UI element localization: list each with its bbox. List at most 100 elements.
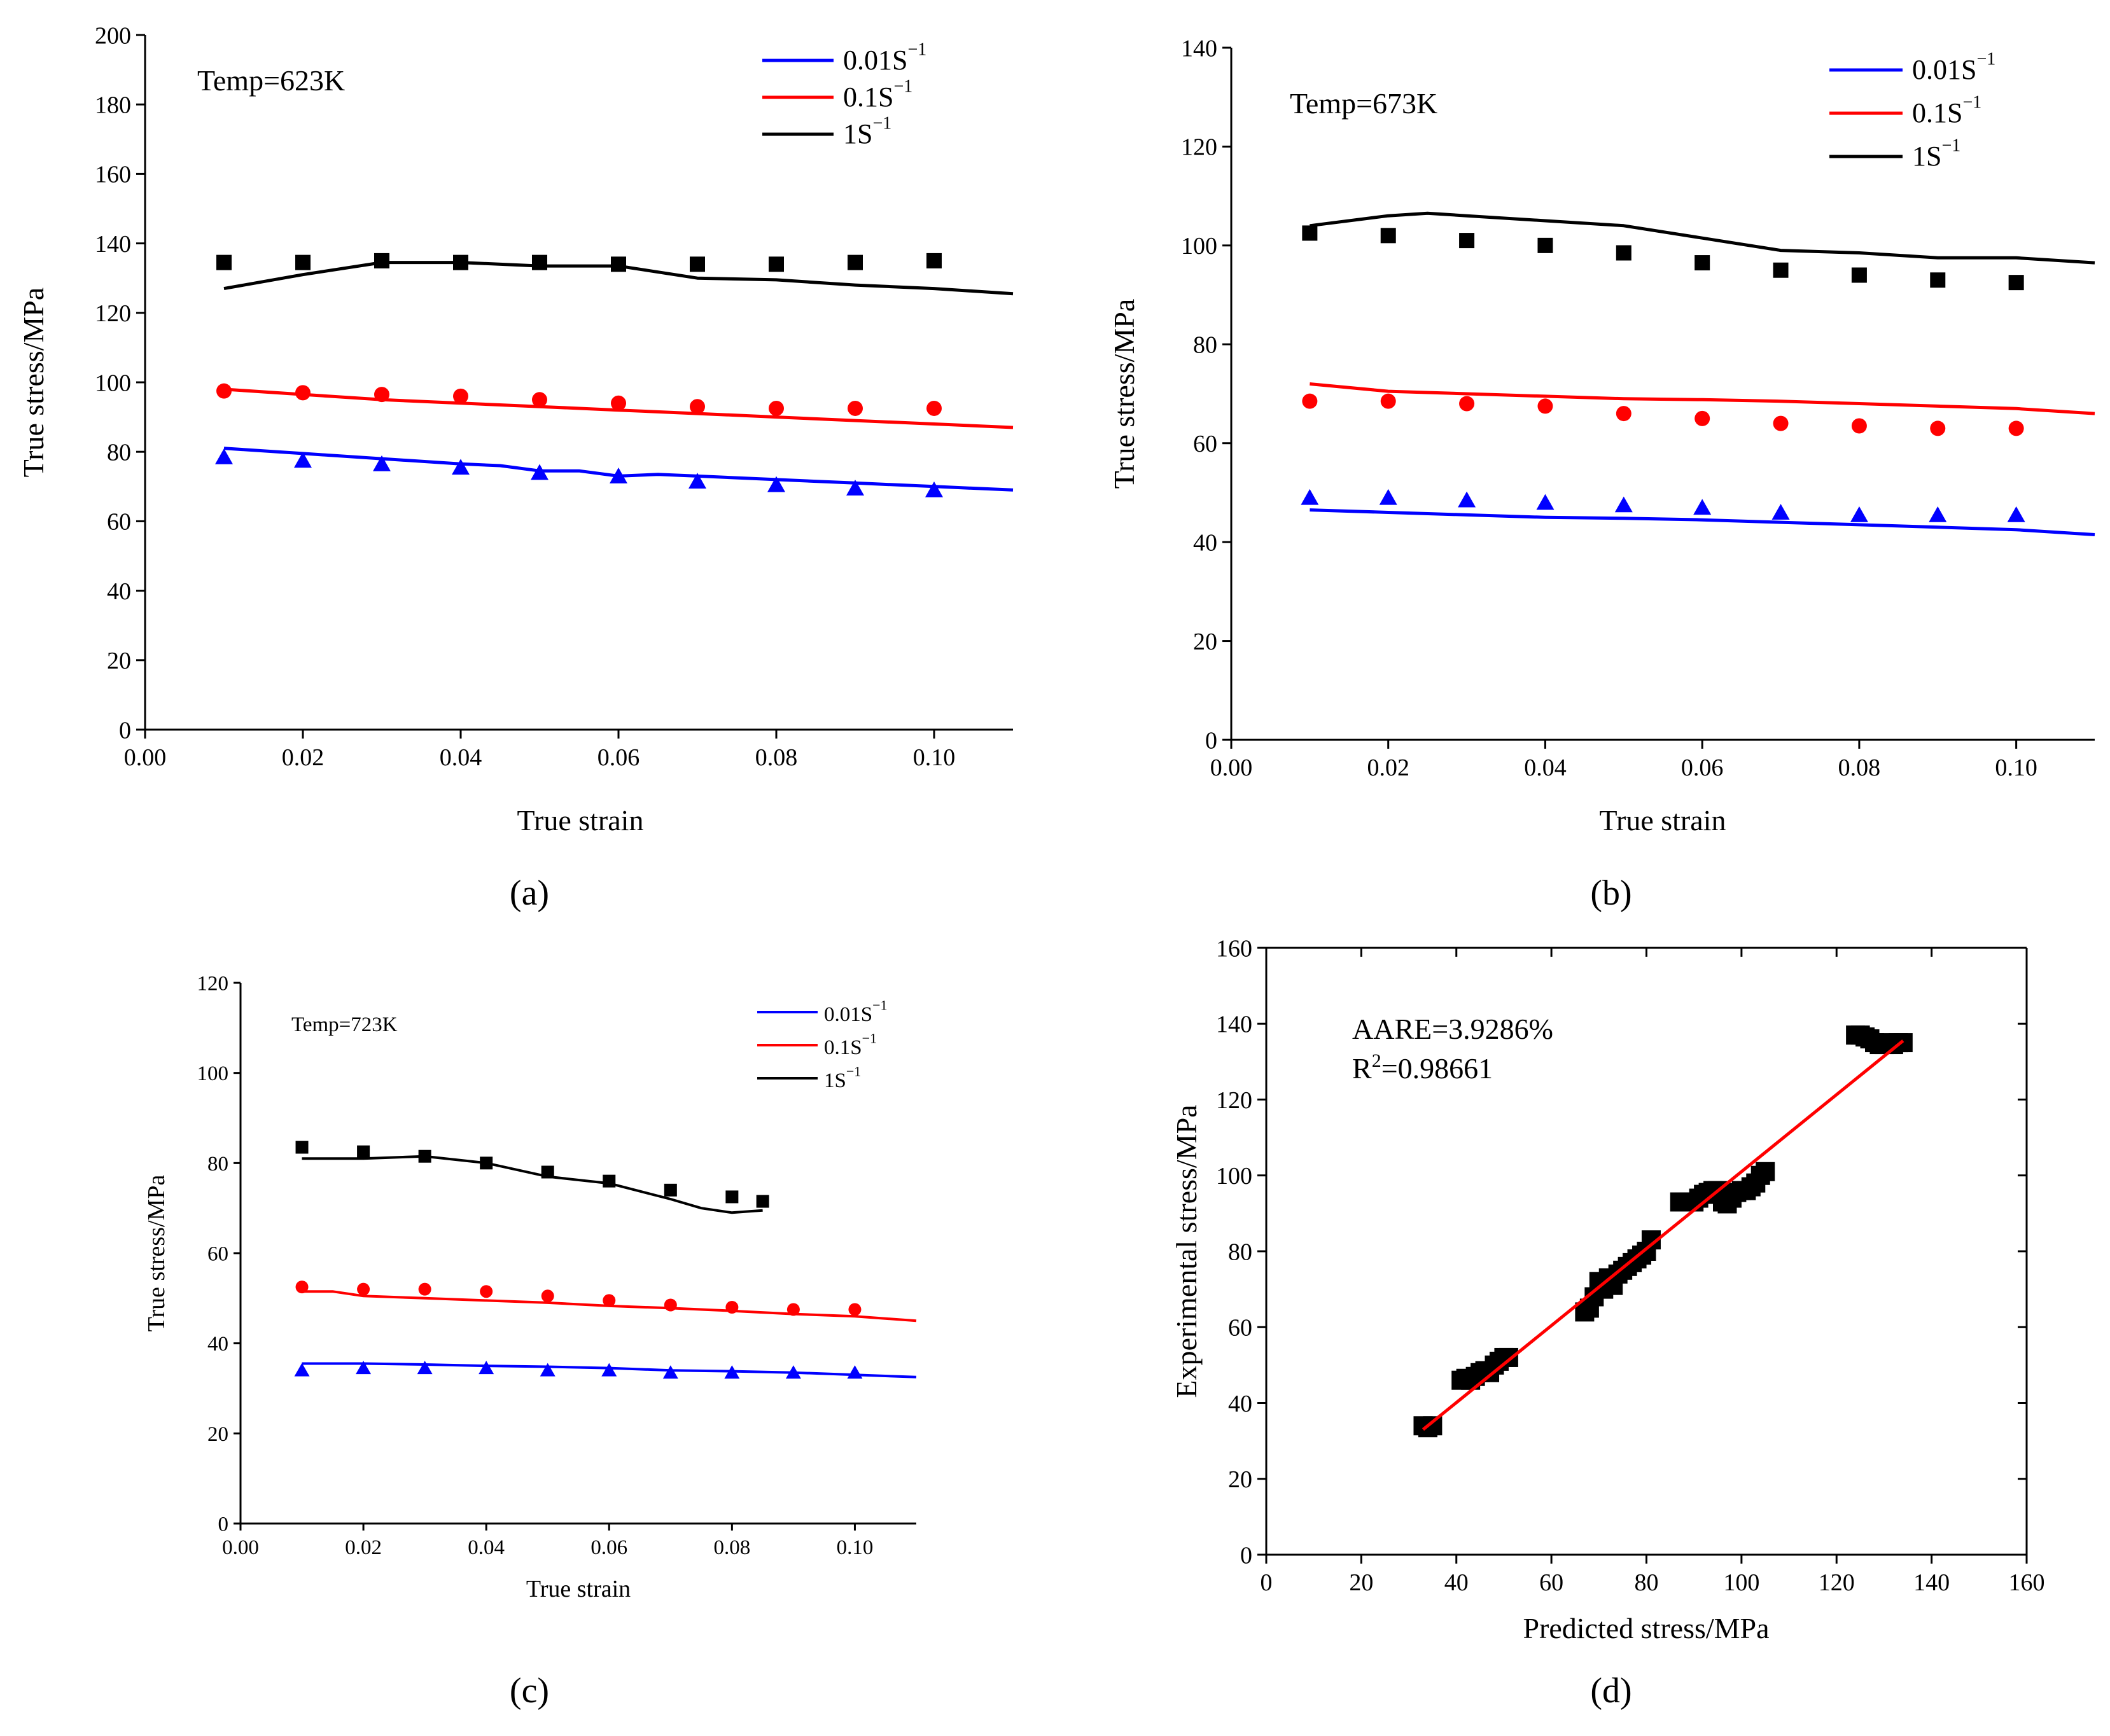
data-point-triangle [724, 1365, 740, 1379]
data-point-square [1851, 267, 1867, 283]
data-point-square [1930, 272, 1946, 288]
data-point-triangle [785, 1365, 801, 1379]
y-tick-label: 180 [95, 92, 131, 119]
x-tick-label: 0.10 [1995, 754, 2037, 781]
x-tick-label: 0.02 [1367, 754, 1409, 781]
data-point-square [1459, 233, 1475, 249]
y-tick-label: 80 [1193, 332, 1217, 359]
y-tick-label: 0 [218, 1513, 229, 1536]
x-tick-label: 0.02 [282, 744, 325, 771]
x-tick-label: 140 [1913, 1569, 1950, 1596]
x-tick-label: 0.02 [345, 1536, 382, 1559]
x-tick-label: 0.04 [1524, 754, 1567, 781]
x-tick-label: 160 [2009, 1569, 2045, 1596]
y-tick-label: 0 [1240, 1542, 1252, 1569]
data-point-triangle [610, 468, 627, 483]
data-point-triangle [662, 1365, 678, 1379]
data-point-triangle [1301, 489, 1319, 505]
scatter-point [1756, 1162, 1775, 1181]
data-point-circle [2008, 420, 2024, 436]
data-point-triangle [373, 455, 391, 471]
data-point-square [532, 254, 547, 270]
y-tick-label: 60 [1193, 431, 1217, 457]
chart-panel-c: 0.00 0.02 0.04 0.06 0.08 0.10 0 20 40 60 80 100 120 T… [143, 973, 917, 1602]
data-point-square [1302, 225, 1318, 241]
series-line-blue [1310, 508, 2095, 536]
data-point-circle [1380, 393, 1396, 409]
data-point-circle [1459, 396, 1475, 412]
data-point-square [769, 256, 784, 272]
chart-panel-d: 0 20 40 60 80 100 120 140 160 0 20 40 60 80 100 120 140 1… [1170, 935, 2045, 1644]
data-point-circle [1616, 406, 1631, 422]
x-tick-label: 60 [1539, 1569, 1563, 1596]
data-point-triangle [1614, 496, 1633, 513]
series-line-red [302, 1290, 917, 1323]
y-axis-label: Experimental stress/MPa [1170, 1104, 1203, 1398]
x-tick-label: 0.06 [590, 1536, 627, 1559]
data-point-square [1537, 237, 1553, 253]
data-point-circle [1302, 393, 1318, 409]
data-point-triangle [1771, 504, 1790, 520]
temperature-annotation: Temp=673K [1290, 87, 1437, 120]
data-point-triangle [540, 1363, 555, 1377]
y-axis-label: True stress/MPa [17, 288, 50, 478]
data-point-circle [295, 1281, 309, 1294]
data-point-square [453, 254, 468, 270]
data-point-square [611, 256, 626, 272]
x-tick-label: 0.10 [913, 744, 956, 771]
y-tick-label: 60 [107, 509, 131, 536]
data-point-triangle [688, 473, 706, 489]
series-line-blue [223, 447, 1014, 492]
data-point-circle [532, 392, 547, 408]
data-point-square [480, 1156, 493, 1170]
chart-panel-b: 0.00 0.02 0.04 0.06 0.08 0.10 0 20 40 60 80 100 120 1… [1108, 35, 2095, 837]
data-point-square [216, 254, 232, 270]
x-tick-label: 120 [1819, 1569, 1855, 1596]
y-tick-label: 160 [95, 162, 131, 188]
x-tick-label: 0.06 [597, 744, 640, 771]
y-tick-label: 0 [119, 717, 131, 744]
data-point-circle [769, 400, 784, 416]
data-point-square [418, 1149, 431, 1163]
x-axis-label: True strain [517, 804, 644, 837]
y-tick-label: 200 [95, 22, 131, 49]
y-tick-label: 160 [1216, 935, 1252, 962]
data-point-circle [453, 388, 468, 404]
data-point-square [1616, 245, 1631, 261]
data-point-square [357, 1145, 370, 1158]
x-axis-label: True strain [1600, 804, 1726, 837]
x-tick-label: 0.04 [440, 744, 482, 771]
panel-label-a: (a) [510, 873, 549, 913]
y-tick-label: 20 [107, 648, 131, 674]
data-point-triangle [925, 481, 943, 497]
data-point-triangle [1458, 491, 1476, 508]
y-tick-label: 40 [1193, 529, 1217, 556]
data-point-circle [848, 1303, 862, 1316]
data-point-square [1380, 228, 1396, 244]
x-axis-label: Predicted stress/MPa [1523, 1612, 1769, 1644]
data-point-triangle [479, 1361, 494, 1375]
y-tick-label: 60 [207, 1243, 228, 1266]
data-point-square [690, 256, 705, 272]
y-tick-label: 40 [107, 578, 131, 605]
data-point-circle [725, 1301, 739, 1314]
legend-label-red: 0.1S−1 [1912, 93, 1981, 128]
data-point-square [603, 1174, 616, 1188]
data-point-circle [1537, 398, 1553, 414]
y-tick-label: 40 [207, 1333, 228, 1356]
y-tick-label: 80 [207, 1153, 228, 1176]
y-tick-label: 100 [197, 1062, 229, 1085]
x-tick-label: 80 [1635, 1569, 1659, 1596]
series-line-black [302, 1155, 763, 1214]
data-point-circle [541, 1289, 554, 1303]
data-point-triangle [1929, 506, 1947, 522]
data-point-triangle [767, 476, 785, 492]
x-tick-label: 0 [1261, 1569, 1273, 1596]
panel-label-b: (b) [1590, 873, 1631, 913]
data-point-circle [357, 1282, 370, 1296]
x-tick-label: 0.10 [837, 1536, 874, 1559]
data-point-triangle [601, 1363, 617, 1377]
x-tick-label: 100 [1723, 1569, 1759, 1596]
panel-label-d: (d) [1590, 1671, 1631, 1711]
